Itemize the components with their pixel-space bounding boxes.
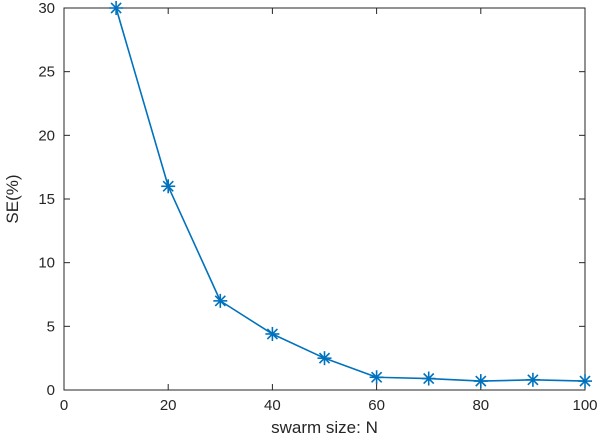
data-point-marker [317, 351, 332, 366]
x-tick-label: 100 [572, 397, 597, 414]
y-tick-label: 15 [38, 191, 55, 208]
data-point-marker [421, 371, 436, 386]
data-point-marker [161, 179, 176, 194]
x-tick-label: 60 [368, 397, 385, 414]
y-tick-label: 5 [47, 318, 55, 335]
data-point-marker [265, 326, 280, 341]
data-point-marker [473, 374, 488, 389]
y-axis-label: SE(%) [3, 174, 22, 223]
y-tick-label: 10 [38, 255, 55, 272]
y-tick-label: 30 [38, 0, 55, 17]
data-point-marker [213, 293, 228, 308]
data-point-marker [578, 374, 592, 389]
x-tick-label: 20 [160, 397, 177, 414]
y-tick-label: 20 [38, 127, 55, 144]
y-tick-label: 0 [47, 382, 55, 399]
data-point-marker [109, 1, 124, 15]
x-tick-label: 0 [60, 397, 68, 414]
x-axis-label: swarm size: N [271, 418, 378, 437]
y-tick-label: 25 [38, 64, 55, 81]
data-point-marker [369, 370, 384, 385]
series-line [115, 7, 586, 382]
x-tick-label: 40 [264, 397, 281, 414]
x-tick-label: 80 [472, 397, 489, 414]
data-point-marker [525, 372, 540, 387]
